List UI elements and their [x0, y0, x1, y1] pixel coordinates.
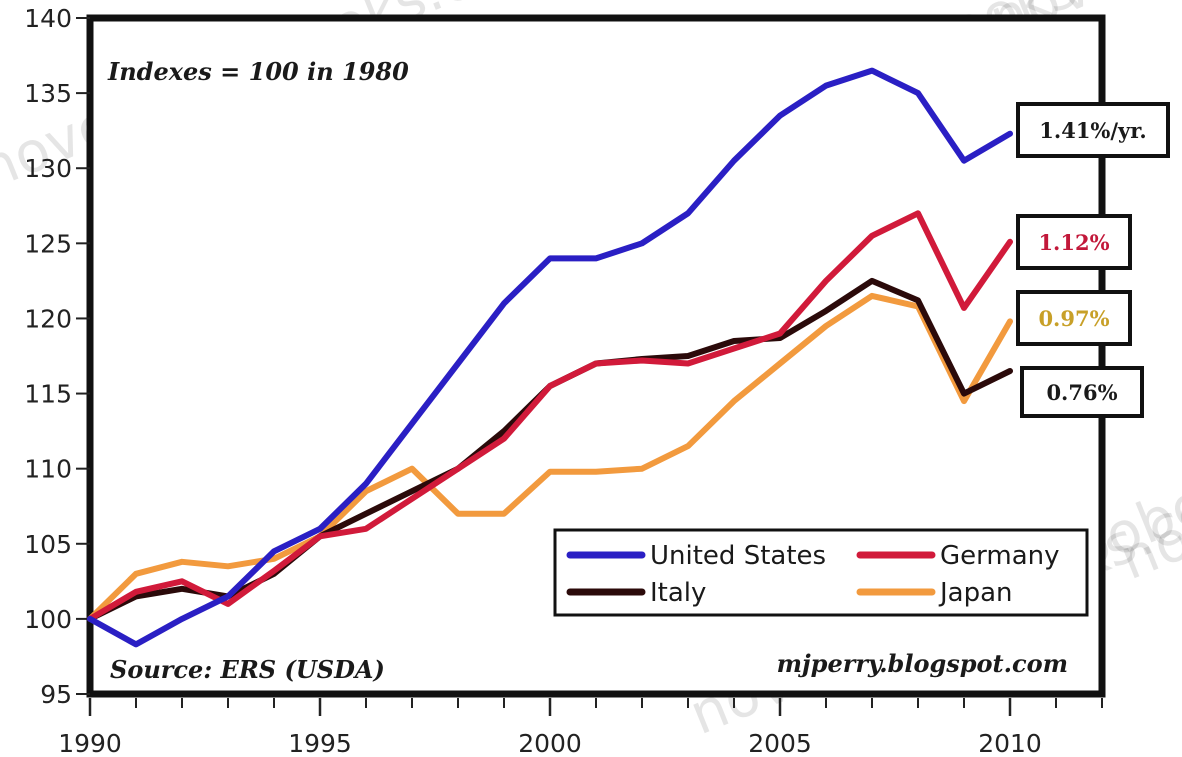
x-tick-label: 2010: [978, 729, 1042, 757]
end-label-text: 1.12%: [1038, 230, 1109, 255]
y-tick-label: 105: [24, 530, 72, 559]
series-line-japan: [87, 292, 1013, 622]
y-tick-label: 125: [24, 229, 72, 258]
legend-label-united-states: United States: [650, 541, 826, 571]
end-label-text: 0.97%: [1038, 306, 1109, 331]
watermark-text: novel.apoobooks.com: [1111, 303, 1182, 593]
y-tick-label: 140: [24, 4, 72, 33]
y-tick-label: 115: [24, 380, 72, 409]
x-tick-label: 1990: [58, 729, 122, 757]
end-label-box: [1016, 214, 1132, 270]
index-note: Indexes = 100 in 1980: [107, 57, 409, 86]
y-tick-label: 130: [24, 154, 72, 183]
y-tick-label: 120: [24, 304, 72, 333]
x-tick-label: 2000: [518, 729, 582, 757]
end-label-text: 1.41%/yr.: [1039, 118, 1146, 143]
x-tick-label: 2005: [748, 729, 812, 757]
end-label-box: [1016, 290, 1132, 346]
series-line-germany: [87, 210, 1013, 622]
y-tick-label: 110: [24, 455, 72, 484]
source-note: Source: ERS (USDA): [110, 655, 385, 684]
series-line-united-states: [87, 67, 1013, 648]
y-tick-label: 100: [24, 605, 72, 634]
legend-box: [553, 528, 1089, 617]
credit-note: mjperry.blogspot.com: [777, 649, 1068, 678]
x-tick-label: 1995: [288, 729, 352, 757]
end-label-box: [1020, 366, 1144, 418]
end-label-text: 0.76%: [1046, 380, 1117, 405]
y-tick-label: 135: [24, 79, 72, 108]
legend-label-japan: Japan: [938, 578, 1013, 608]
legend-label-germany: Germany: [940, 541, 1060, 571]
y-tick-label: 95: [40, 680, 72, 709]
legend-label-italy: Italy: [650, 578, 706, 608]
end-label-box: [1016, 102, 1170, 158]
